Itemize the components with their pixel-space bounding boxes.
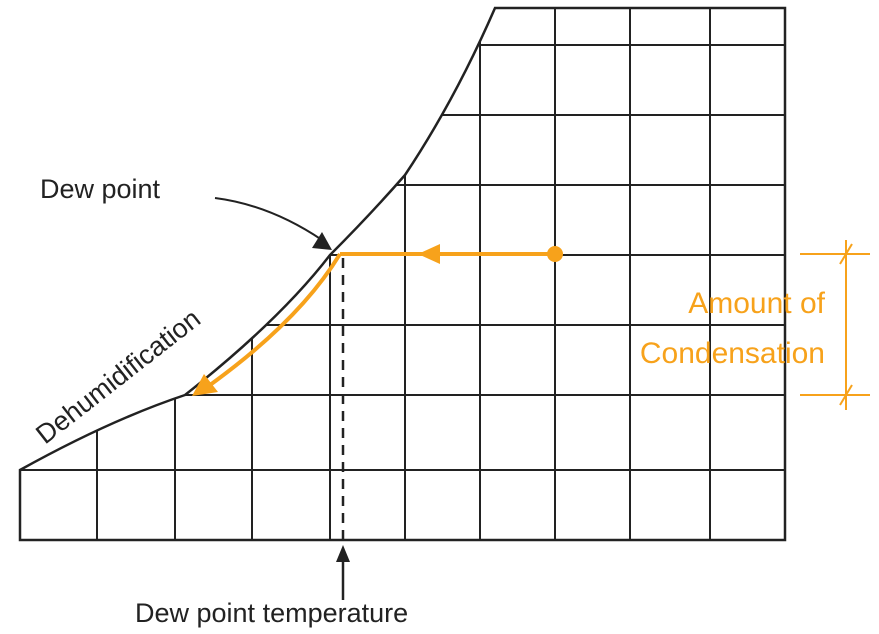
start-point [547,246,563,262]
dehumidification-line [208,252,342,387]
dew-point-arrowhead [312,232,332,250]
dehumidification-label: Dehumidification [30,303,206,450]
condensation-bracket [800,240,870,410]
dew-point-label: Dew point [40,174,161,204]
temperature-arrowhead [336,545,350,562]
amount-label: Amount of [688,287,825,320]
dew-point-temperature-label: Dew point temperature [135,598,408,628]
chart-outline [18,6,787,542]
condensation-label: Condensation [640,337,825,370]
grid [20,8,785,540]
cooling-arrowhead [418,244,440,264]
dew-point-leader [214,197,323,241]
dehumidification-arrowhead [192,374,218,396]
